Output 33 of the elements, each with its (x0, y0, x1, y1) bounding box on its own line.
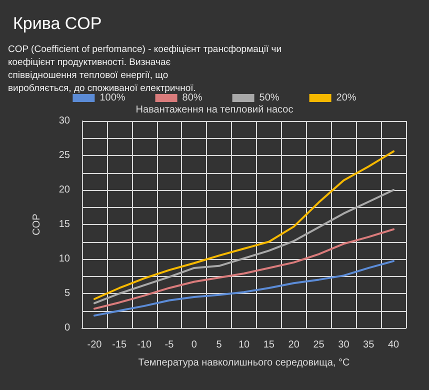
y-tick-label: 30 (58, 116, 70, 126)
x-tick-label: 25 (313, 340, 325, 350)
line-series (93, 228, 395, 310)
x-tick-label: 35 (363, 340, 375, 350)
x-tick-label: 40 (388, 340, 400, 350)
x-tick-label: -20 (87, 340, 102, 350)
y-tick-label: 5 (64, 288, 70, 299)
y-axis-title: COP (32, 213, 42, 236)
y-tick-label: 15 (58, 219, 70, 230)
y-tick-label: 0 (64, 322, 70, 334)
x-tick-label: 10 (238, 340, 250, 350)
legend-label: 80% (182, 92, 202, 104)
line-series (93, 150, 395, 300)
x-tick-label: 30 (338, 340, 350, 350)
legend-label: 50% (259, 92, 280, 104)
chart-title: Крива COP (13, 14, 102, 33)
x-tick-label: 15 (263, 340, 275, 350)
y-tick-label: 20 (58, 184, 70, 196)
x-tick-label: 5 (216, 340, 222, 350)
line-series (93, 189, 395, 304)
y-tick-label: 25 (58, 150, 70, 161)
line-series (93, 260, 395, 317)
x-tick-label: -15 (112, 340, 128, 350)
x-axis-title: Температура навколишнього середовища, °C (138, 358, 350, 368)
x-tick-label: -10 (137, 340, 152, 350)
x-tick-label: -5 (164, 340, 174, 350)
chart-subtitle: COP (Coefficient of perfomance) - коефіцієнт трансформації чи коефіцієнт продуктивності. Визначає співвідношення теплової енергії, що виробляється, до споживаної електричної. (8, 44, 284, 94)
y-tick-label: 10 (58, 254, 70, 264)
legend-title: Навантаження на тепловий насос (136, 104, 294, 116)
legend-label: 100% (100, 92, 126, 104)
legend-label: 20% (336, 92, 356, 104)
x-tick-label: 20 (288, 340, 300, 350)
x-tick-label: 0 (191, 340, 198, 350)
